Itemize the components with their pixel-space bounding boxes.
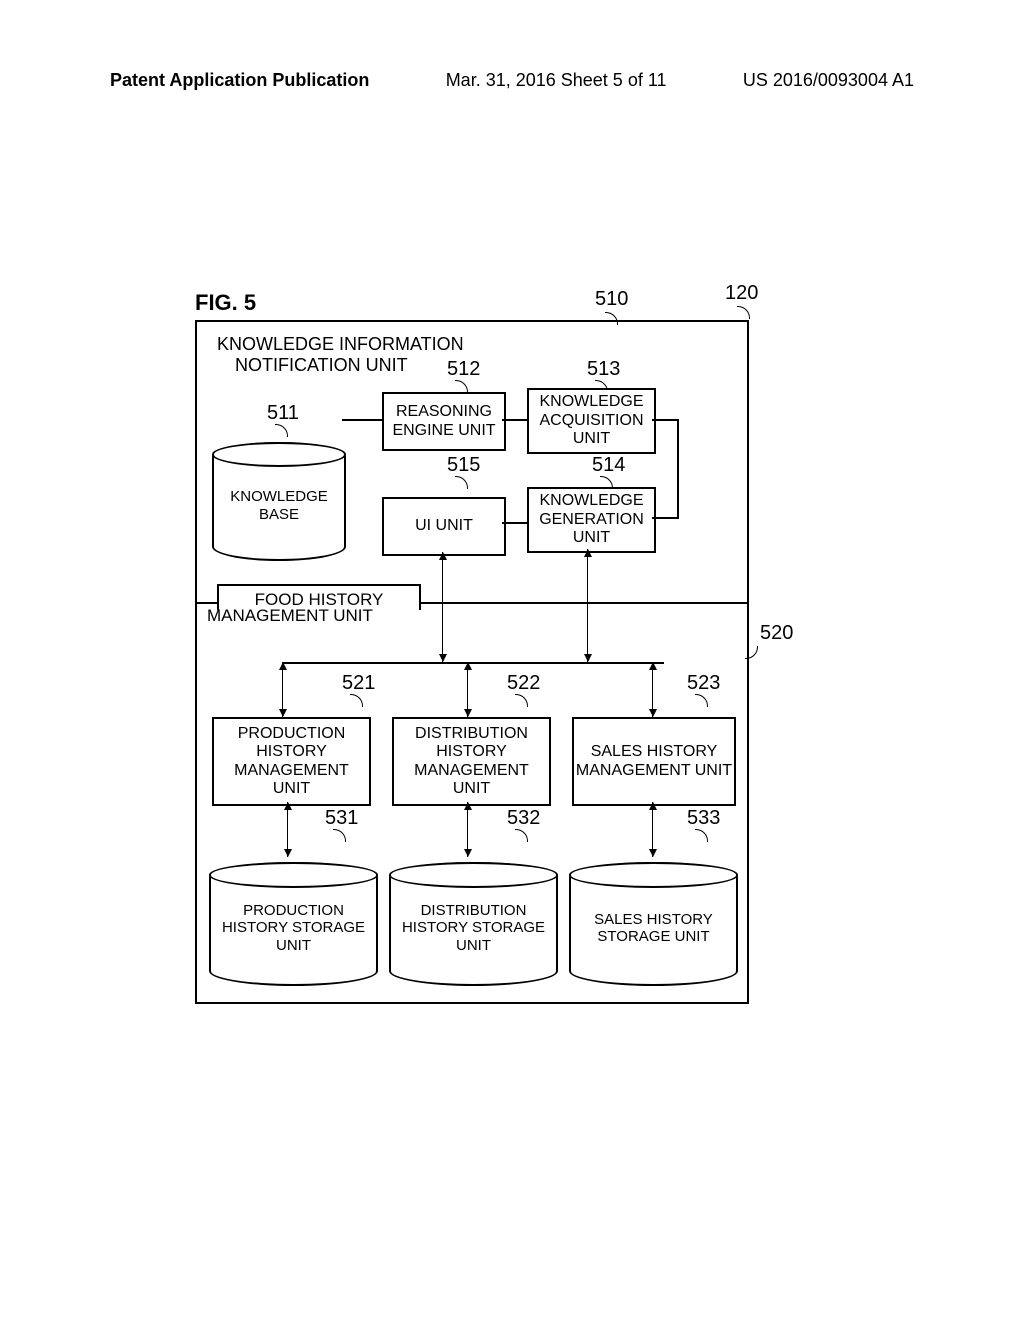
knowledge-base-cylinder: KNOWLEDGE BASE [212, 442, 346, 561]
arrow-bus-from-ui [442, 602, 443, 662]
reasoning-engine-box: REASONING ENGINE UNIT [382, 392, 506, 451]
leader-523 [695, 694, 708, 707]
ui-unit-text: UI UNIT [415, 517, 473, 535]
arrow-bus-from-kgen [587, 602, 588, 662]
arrow-ui-down [442, 552, 443, 602]
leader-533 [695, 829, 708, 842]
knowledge-acquisition-box: KNOWLEDGE ACQUISITION UNIT [527, 388, 656, 454]
bus-horizontal [282, 662, 664, 664]
ref-515: 515 [447, 454, 480, 477]
conn-515-514 [502, 522, 529, 524]
arrow-to-prod-mgmt [282, 662, 283, 717]
conn-right-vert [677, 419, 679, 519]
knowledge-generation-box: KNOWLEDGE GENERATION UNIT [527, 487, 656, 553]
ref-514: 514 [592, 454, 625, 477]
page-header: Patent Application Publication Mar. 31, … [0, 70, 1024, 91]
kinfo-line1: KNOWLEDGE INFORMATION [217, 334, 464, 354]
leader-532 [515, 829, 528, 842]
distribution-storage-cylinder: DISTRIBUTION HISTORY STORAGE UNIT [389, 862, 558, 986]
sales-storage-text: SALES HISTORY STORAGE UNIT [571, 903, 736, 946]
ref-531: 531 [325, 807, 358, 830]
conn-514-right [652, 517, 679, 519]
sales-mgmt-text: SALES HISTORY MANAGEMENT UNIT [574, 743, 734, 780]
arrow-prod-store [287, 802, 288, 857]
arrow-to-dist-mgmt [467, 662, 468, 717]
distribution-storage-text: DISTRIBUTION HISTORY STORAGE UNIT [391, 894, 556, 954]
leader-515 [455, 476, 468, 489]
knowledge-generation-text: KNOWLEDGE GENERATION UNIT [529, 492, 654, 547]
ref-520: 520 [760, 622, 793, 645]
leader-120 [737, 306, 750, 319]
knowledge-acquisition-text: KNOWLEDGE ACQUISITION UNIT [529, 393, 654, 448]
reasoning-engine-text: REASONING ENGINE UNIT [384, 403, 504, 440]
leader-522 [515, 694, 528, 707]
ref-522: 522 [507, 672, 540, 695]
sales-storage-cylinder: SALES HISTORY STORAGE UNIT [569, 862, 738, 986]
conn-511-512 [342, 419, 384, 421]
kinfo-line2: NOTIFICATION UNIT [217, 355, 408, 375]
sales-mgmt-box: SALES HISTORY MANAGEMENT UNIT [572, 717, 736, 806]
knowledge-base-text: KNOWLEDGE BASE [214, 480, 344, 523]
arrow-sales-store [652, 802, 653, 857]
distribution-mgmt-text: DISTRIBUTION HISTORY MANAGEMENT UNIT [394, 725, 549, 799]
leader-521 [350, 694, 363, 707]
conn-513-right [652, 419, 679, 421]
knowledge-info-title: KNOWLEDGE INFORMATION NOTIFICATION UNIT [217, 334, 464, 376]
conn-512-513 [502, 419, 529, 421]
production-storage-cylinder: PRODUCTION HISTORY STORAGE UNIT [209, 862, 378, 986]
diagram-container: KNOWLEDGE INFORMATION NOTIFICATION UNIT … [195, 320, 749, 1004]
arrow-to-sales-mgmt [652, 662, 653, 717]
ref-512: 512 [447, 358, 480, 381]
production-mgmt-box: PRODUCTION HISTORY MANAGEMENT UNIT [212, 717, 371, 806]
figure-label: FIG. 5 [195, 290, 256, 316]
leader-531 [333, 829, 346, 842]
arrow-kgen-down [587, 549, 588, 602]
ref-513: 513 [587, 358, 620, 381]
ref-120: 120 [725, 282, 758, 305]
ref-533: 533 [687, 807, 720, 830]
ref-521: 521 [342, 672, 375, 695]
distribution-mgmt-box: DISTRIBUTION HISTORY MANAGEMENT UNIT [392, 717, 551, 806]
ref-510: 510 [595, 288, 628, 311]
ui-unit-box: UI UNIT [382, 497, 506, 556]
page: Patent Application Publication Mar. 31, … [0, 0, 1024, 1320]
arrow-dist-store [467, 802, 468, 857]
production-mgmt-text: PRODUCTION HISTORY MANAGEMENT UNIT [214, 725, 369, 799]
ref-532: 532 [507, 807, 540, 830]
food-history-line2: MANAGEMENT UNIT [207, 606, 373, 626]
header-mid: Mar. 31, 2016 Sheet 5 of 11 [446, 70, 667, 91]
production-storage-text: PRODUCTION HISTORY STORAGE UNIT [211, 894, 376, 954]
header-left: Patent Application Publication [110, 70, 369, 91]
header-right: US 2016/0093004 A1 [743, 70, 914, 91]
ref-511: 511 [267, 402, 299, 425]
ref-523: 523 [687, 672, 720, 695]
leader-511 [275, 424, 288, 437]
